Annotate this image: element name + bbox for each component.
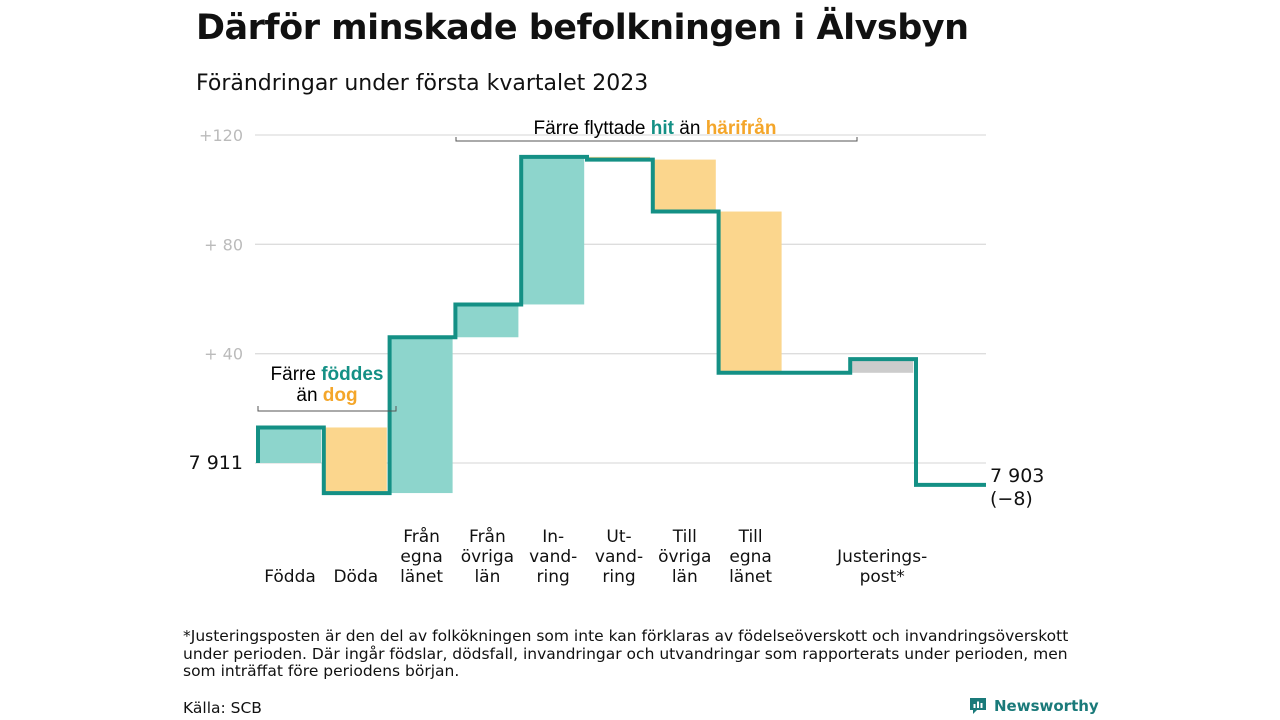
births-annotation-line1: Färre föddes xyxy=(271,364,384,385)
category-label-6-2: län xyxy=(672,567,698,587)
newsworthy-logo-icon xyxy=(970,698,986,714)
moves-bracket xyxy=(455,137,858,142)
start-value-label: 7 911 xyxy=(189,452,243,474)
bar-4 xyxy=(522,156,585,305)
category-label-2-1: egna xyxy=(400,547,442,567)
y-tick-label-2: + 40 xyxy=(204,345,243,364)
category-label-9-0: Justerings- xyxy=(836,547,927,567)
bar-2 xyxy=(390,337,453,494)
category-label-6-0: Till xyxy=(672,527,697,547)
moves-out-highlight: härifrån xyxy=(706,118,777,139)
bar-1 xyxy=(324,427,387,494)
y-tick-label-0: +120 xyxy=(199,126,243,145)
brand-name: Newsworthy xyxy=(994,697,1099,715)
category-label-7-2: länet xyxy=(729,567,772,587)
category-label-9-1: post* xyxy=(860,567,905,587)
category-label-1-0: Döda xyxy=(333,567,378,587)
deaths-highlight: dog xyxy=(323,385,358,406)
births-highlight: föddes xyxy=(321,364,383,385)
bar-9 xyxy=(851,359,914,373)
category-label-3-2: län xyxy=(474,567,500,587)
category-label-7-0: Till xyxy=(738,527,763,547)
bar-6 xyxy=(653,159,716,212)
moves-annotation: Färre flyttade hit än härifrån xyxy=(534,118,777,139)
category-label-3-1: övriga xyxy=(461,547,514,567)
chart-title: Därför minskade befolkningen i Älvsbyn xyxy=(196,8,969,48)
chart-subtitle: Förändringar under första kvartalet 2023 xyxy=(196,71,649,96)
category-label-4-0: In- xyxy=(542,527,564,547)
category-label-2-2: länet xyxy=(400,567,443,587)
brand: Newsworthy xyxy=(968,696,1099,716)
source: Källa: SCB xyxy=(183,699,262,717)
category-label-2-0: Från xyxy=(403,526,440,547)
category-label-4-1: vand- xyxy=(529,547,577,567)
category-label-5-1: vand- xyxy=(595,547,643,567)
waterfall-chart: +120+ 80+ 40 Födda DödaFrånegnalänetFrånö… xyxy=(189,118,1045,587)
category-label-5-2: ring xyxy=(602,567,635,587)
bar-7 xyxy=(719,211,782,373)
category-label-3-0: Från xyxy=(469,526,506,547)
category-label-0-0: Födda xyxy=(264,567,316,587)
births-annotation-line2: än dog xyxy=(296,385,357,406)
category-label-6-1: övriga xyxy=(658,547,711,567)
end-value-label: 7 903 xyxy=(990,465,1044,487)
end-change-label: (−8) xyxy=(990,488,1033,510)
footnote: *Justeringsposten är den del av folkökni… xyxy=(183,627,1069,680)
running-total-line xyxy=(256,154,986,496)
category-label-5-0: Ut- xyxy=(606,527,631,547)
moves-in-highlight: hit xyxy=(651,118,675,139)
y-tick-label-1: + 80 xyxy=(204,235,243,254)
category-label-7-1: egna xyxy=(729,547,771,567)
bar-0 xyxy=(259,427,321,463)
category-label-4-2: ring xyxy=(537,567,570,587)
bar-3 xyxy=(456,304,519,338)
births-bracket xyxy=(257,406,397,412)
